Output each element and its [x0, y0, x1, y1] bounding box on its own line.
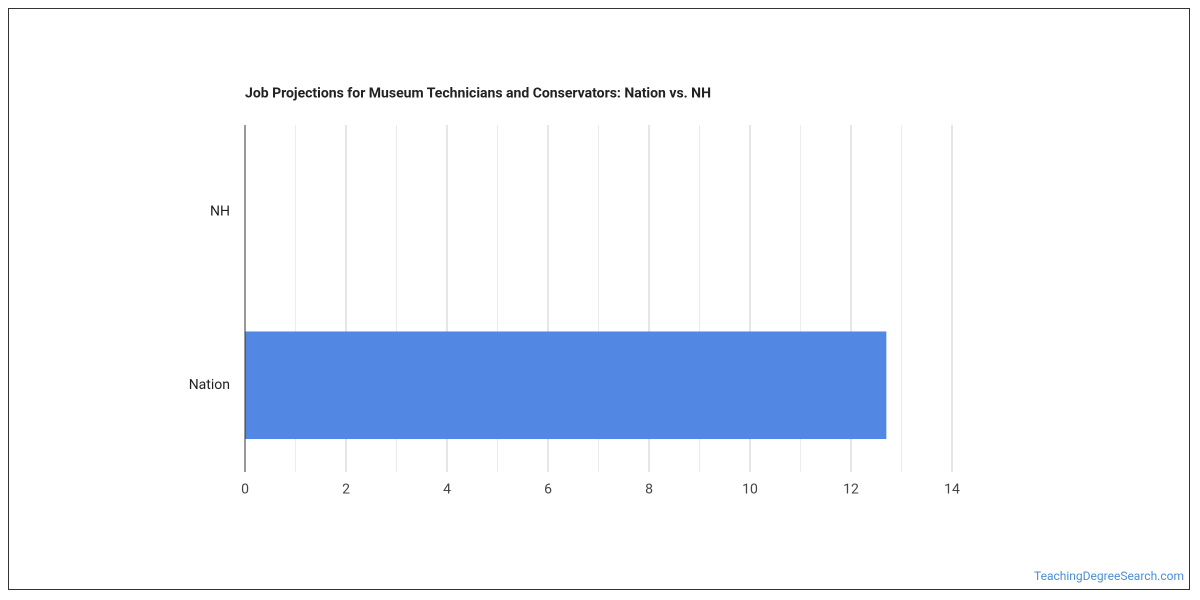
x-tick-label: 12 — [843, 482, 859, 498]
source-link[interactable]: TeachingDegreeSearch.com — [1034, 569, 1184, 583]
bar — [245, 331, 887, 440]
x-tick-label: 4 — [443, 482, 451, 498]
x-tick-label: 14 — [944, 482, 960, 498]
x-tick-label: 6 — [544, 482, 552, 498]
y-tick-label: Nation — [189, 377, 230, 393]
x-tick-label: 8 — [645, 482, 653, 498]
x-tick-label: 0 — [241, 482, 249, 498]
plot-area: 0 2 4 6 8 10 12 14 NH Nation — [189, 125, 960, 498]
x-tick-label: 2 — [342, 482, 350, 498]
chart-title: Job Projections for Museum Technicians a… — [245, 86, 711, 102]
x-tick-label: 10 — [742, 482, 758, 498]
y-tick-label: NH — [210, 203, 230, 219]
